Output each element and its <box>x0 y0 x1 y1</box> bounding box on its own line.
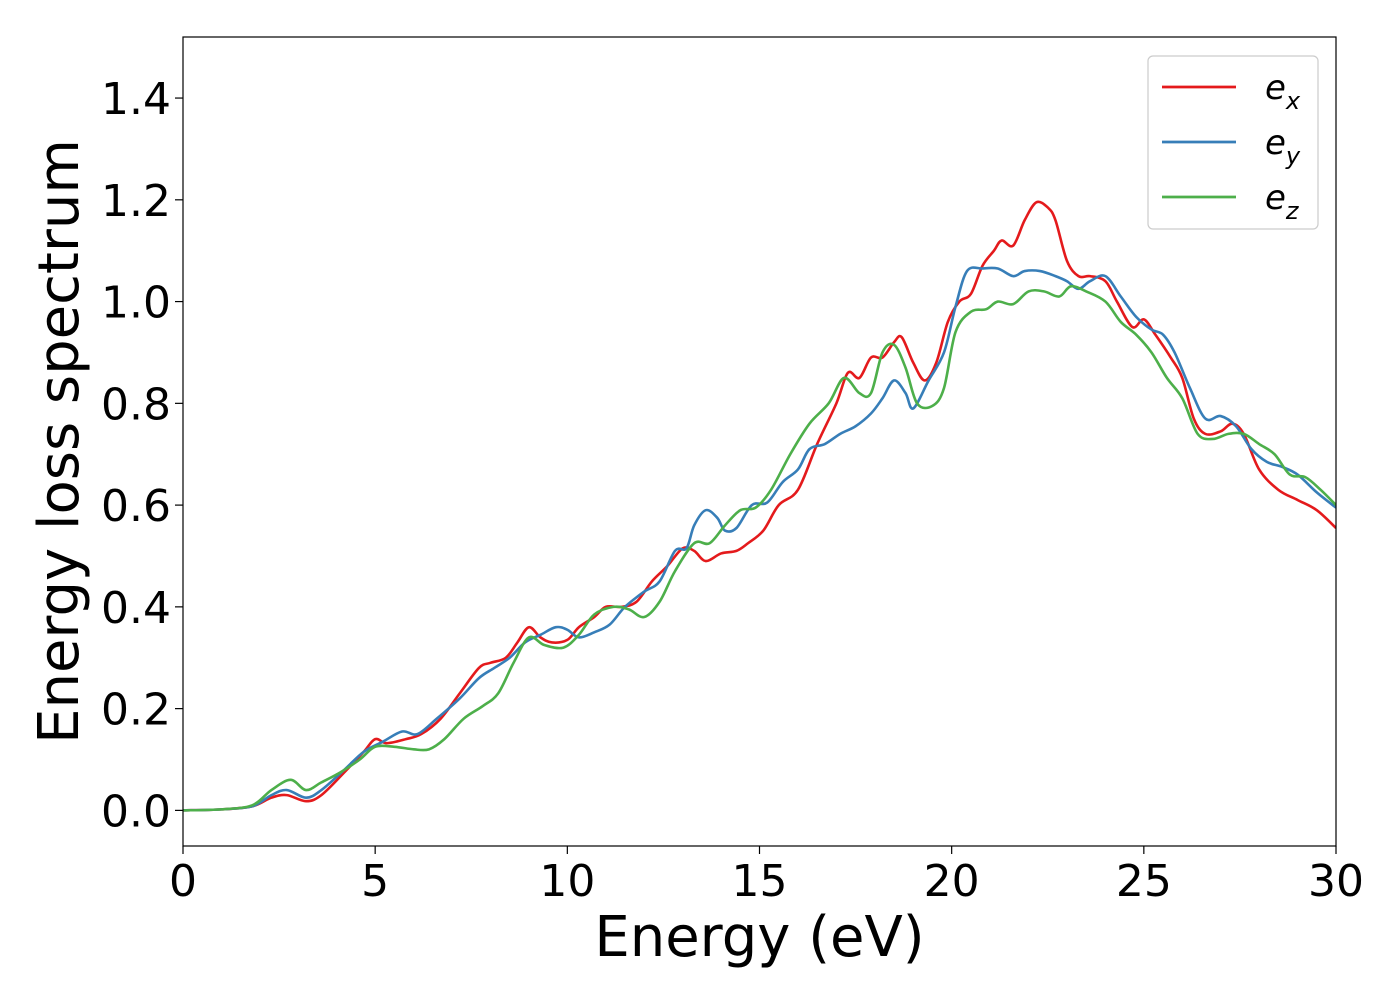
y-tick-label: 1.4 <box>101 74 171 125</box>
x-axis-title: Energy (eV) <box>594 905 924 970</box>
x-tick-label: 20 <box>924 856 980 907</box>
y-tick-label: 0.4 <box>101 583 171 634</box>
legend-label-y: ey <box>1265 123 1301 170</box>
legend-label-x: ex <box>1265 68 1301 115</box>
x-tick-label: 10 <box>539 856 595 907</box>
y-tick-label: 1.0 <box>101 278 171 329</box>
x-tick-label: 30 <box>1308 856 1364 907</box>
y-tick-label: 0.8 <box>101 379 171 430</box>
x-tick-label: 0 <box>169 856 197 907</box>
x-tick-label: 15 <box>732 856 788 907</box>
y-tick-label: 0.0 <box>101 786 171 837</box>
axis-ticks: 0 5 10 15 20 25 30 0.0 0.2 0.4 0.6 0.8 1.0 1.2 1.4 <box>101 74 1364 907</box>
x-tick-label: 25 <box>1116 856 1172 907</box>
y-tick-label: 0.6 <box>101 481 171 532</box>
legend: ex ey ez <box>1147 55 1319 230</box>
plot-frame <box>182 36 1337 847</box>
y-tick-label: 1.2 <box>101 176 171 227</box>
series-line-y <box>183 266 1336 812</box>
legend-label-z: ez <box>1265 178 1300 225</box>
series-line-z <box>183 284 1336 812</box>
x-tick-label: 5 <box>361 856 389 907</box>
y-tick-label: 0.2 <box>101 685 171 736</box>
y-axis-title: Energy loss spectrum <box>27 139 92 744</box>
series-layer <box>183 200 1336 812</box>
